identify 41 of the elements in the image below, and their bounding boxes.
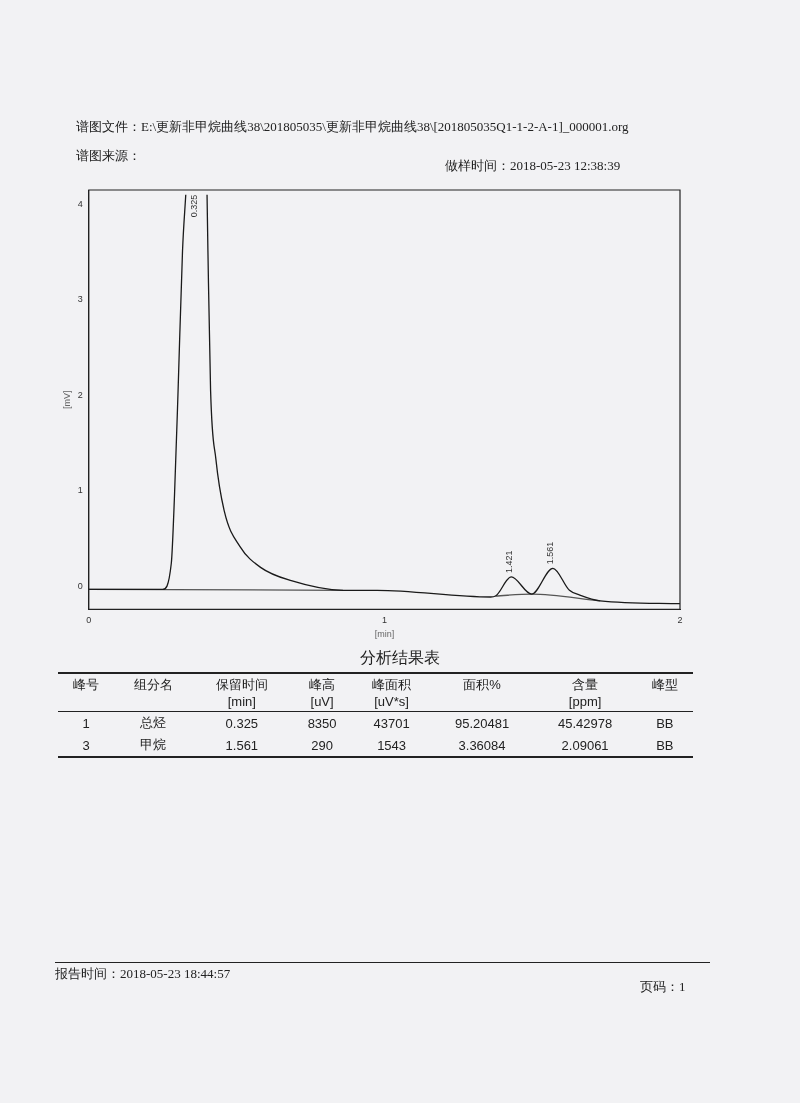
- annotation: 1.561: [545, 541, 556, 565]
- text: 0.325: [224, 714, 260, 733]
- text: 1543: [376, 736, 408, 755]
- text: 保留时间 [min]: [192, 673, 292, 712]
- text: 做样时间：2018-05-23 12:38:39: [445, 157, 621, 175]
- y-tick-label: 0: [77, 580, 83, 591]
- text: BB: [655, 714, 675, 733]
- text: 报告时间：2018-05-23 18:44:57: [55, 966, 231, 981]
- text: 分析结果表: [359, 648, 441, 668]
- text: 含量 [ppm]: [533, 673, 637, 712]
- y-tick-label: 3: [77, 294, 83, 305]
- text: 2.09061: [560, 736, 610, 755]
- text: 面积%: [430, 673, 534, 712]
- text: 页码：1: [640, 978, 686, 996]
- text: 95.20481: [453, 714, 511, 733]
- text: 45.42978: [557, 714, 614, 733]
- text: 1.561: [224, 736, 260, 755]
- text: 组分名: [114, 673, 193, 712]
- text: 谱图来源：: [76, 147, 141, 165]
- text: 3.36084: [457, 736, 507, 755]
- y-axis-title: [mV]: [61, 390, 72, 409]
- text: 峰面积 [uV*s]: [352, 673, 431, 712]
- text: BB: [655, 736, 675, 755]
- text: 总烃: [139, 714, 168, 732]
- text: 谱图文件：E:\更新非甲烷曲线38\201805035\更新非甲烷曲线38\[201805035Q1-1-2-A-1]_000001.org: [76, 118, 629, 136]
- text: 甲烷: [139, 736, 168, 754]
- text: 290: [310, 736, 334, 755]
- annotation: 0.325: [188, 194, 199, 218]
- y-tick-label: 4: [77, 198, 83, 209]
- x-tick-label: 1: [381, 615, 387, 626]
- text: 峰高 [uV]: [291, 673, 353, 712]
- x-axis-title: [min]: [374, 629, 395, 640]
- text: 8350: [306, 714, 338, 733]
- y-tick-label: 2: [77, 389, 83, 400]
- annotation: 1.421: [503, 550, 514, 573]
- text: 峰号: [58, 673, 115, 712]
- text: 43701: [372, 714, 411, 733]
- x-tick-label: 0: [86, 615, 92, 626]
- x-tick-label: 2: [677, 615, 683, 626]
- y-tick-label: 1: [77, 485, 83, 496]
- text: 峰型: [636, 673, 693, 712]
